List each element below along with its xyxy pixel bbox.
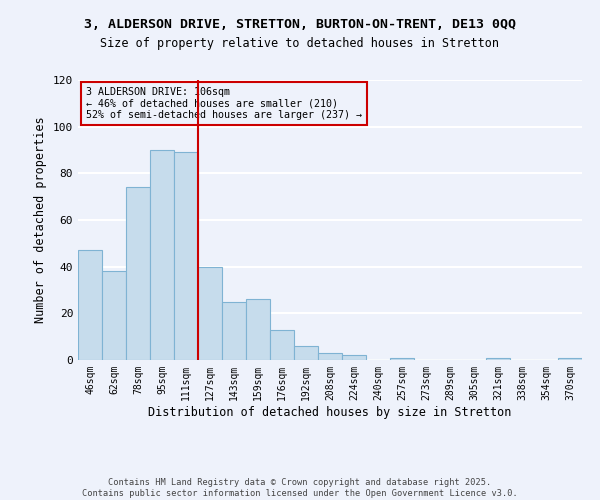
Bar: [558, 358, 582, 360]
X-axis label: Distribution of detached houses by size in Stretton: Distribution of detached houses by size …: [148, 406, 512, 418]
Text: Contains HM Land Registry data © Crown copyright and database right 2025.
Contai: Contains HM Land Registry data © Crown c…: [82, 478, 518, 498]
Text: 3, ALDERSON DRIVE, STRETTON, BURTON-ON-TRENT, DE13 0QQ: 3, ALDERSON DRIVE, STRETTON, BURTON-ON-T…: [84, 18, 516, 30]
Text: 3 ALDERSON DRIVE: 106sqm
← 46% of detached houses are smaller (210)
52% of semi-: 3 ALDERSON DRIVE: 106sqm ← 46% of detach…: [86, 87, 362, 120]
Bar: [486, 358, 510, 360]
Bar: [246, 300, 270, 360]
Bar: [270, 330, 294, 360]
Bar: [198, 266, 222, 360]
Bar: [222, 302, 246, 360]
Bar: [318, 353, 342, 360]
Bar: [102, 272, 126, 360]
Bar: [174, 152, 198, 360]
Bar: [390, 358, 414, 360]
Text: Size of property relative to detached houses in Stretton: Size of property relative to detached ho…: [101, 38, 499, 51]
Bar: [294, 346, 318, 360]
Bar: [342, 356, 366, 360]
Bar: [78, 250, 102, 360]
Bar: [150, 150, 174, 360]
Y-axis label: Number of detached properties: Number of detached properties: [34, 116, 47, 324]
Bar: [126, 188, 150, 360]
